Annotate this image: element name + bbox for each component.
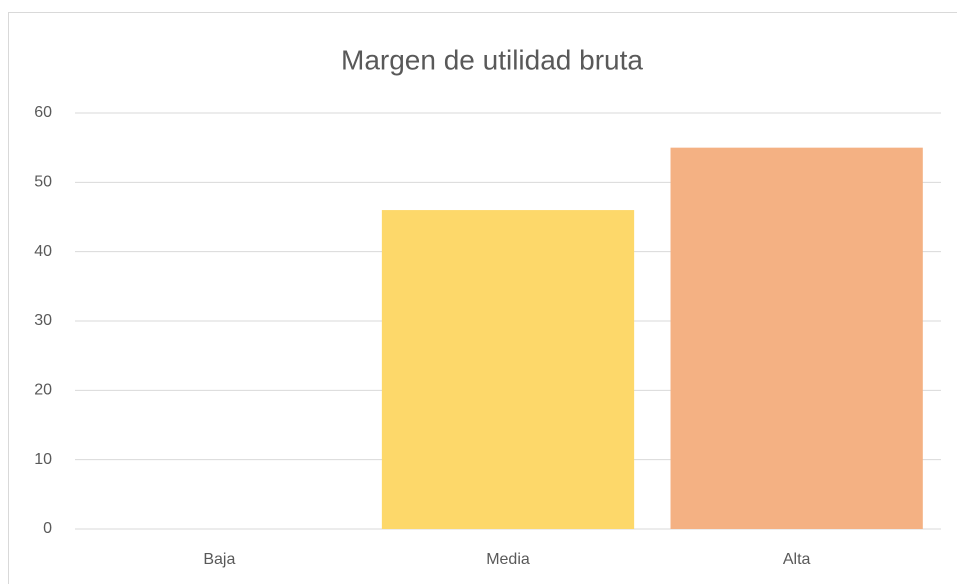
- y-tick-label: 20: [34, 382, 52, 399]
- y-tick-label: 40: [34, 243, 52, 260]
- y-tick-label: 50: [34, 174, 52, 191]
- y-tick-label: 10: [34, 451, 52, 468]
- y-tick-label: 0: [43, 520, 52, 537]
- y-tick-label: 60: [34, 104, 52, 121]
- chart-title: Margen de utilidad bruta: [341, 44, 643, 75]
- x-tick-label: Alta: [783, 551, 811, 568]
- x-tick-label: Baja: [203, 551, 235, 568]
- bar: [381, 210, 635, 530]
- bar: [670, 147, 923, 529]
- x-tick-label: Media: [486, 551, 530, 568]
- y-tick-label: 30: [34, 312, 52, 329]
